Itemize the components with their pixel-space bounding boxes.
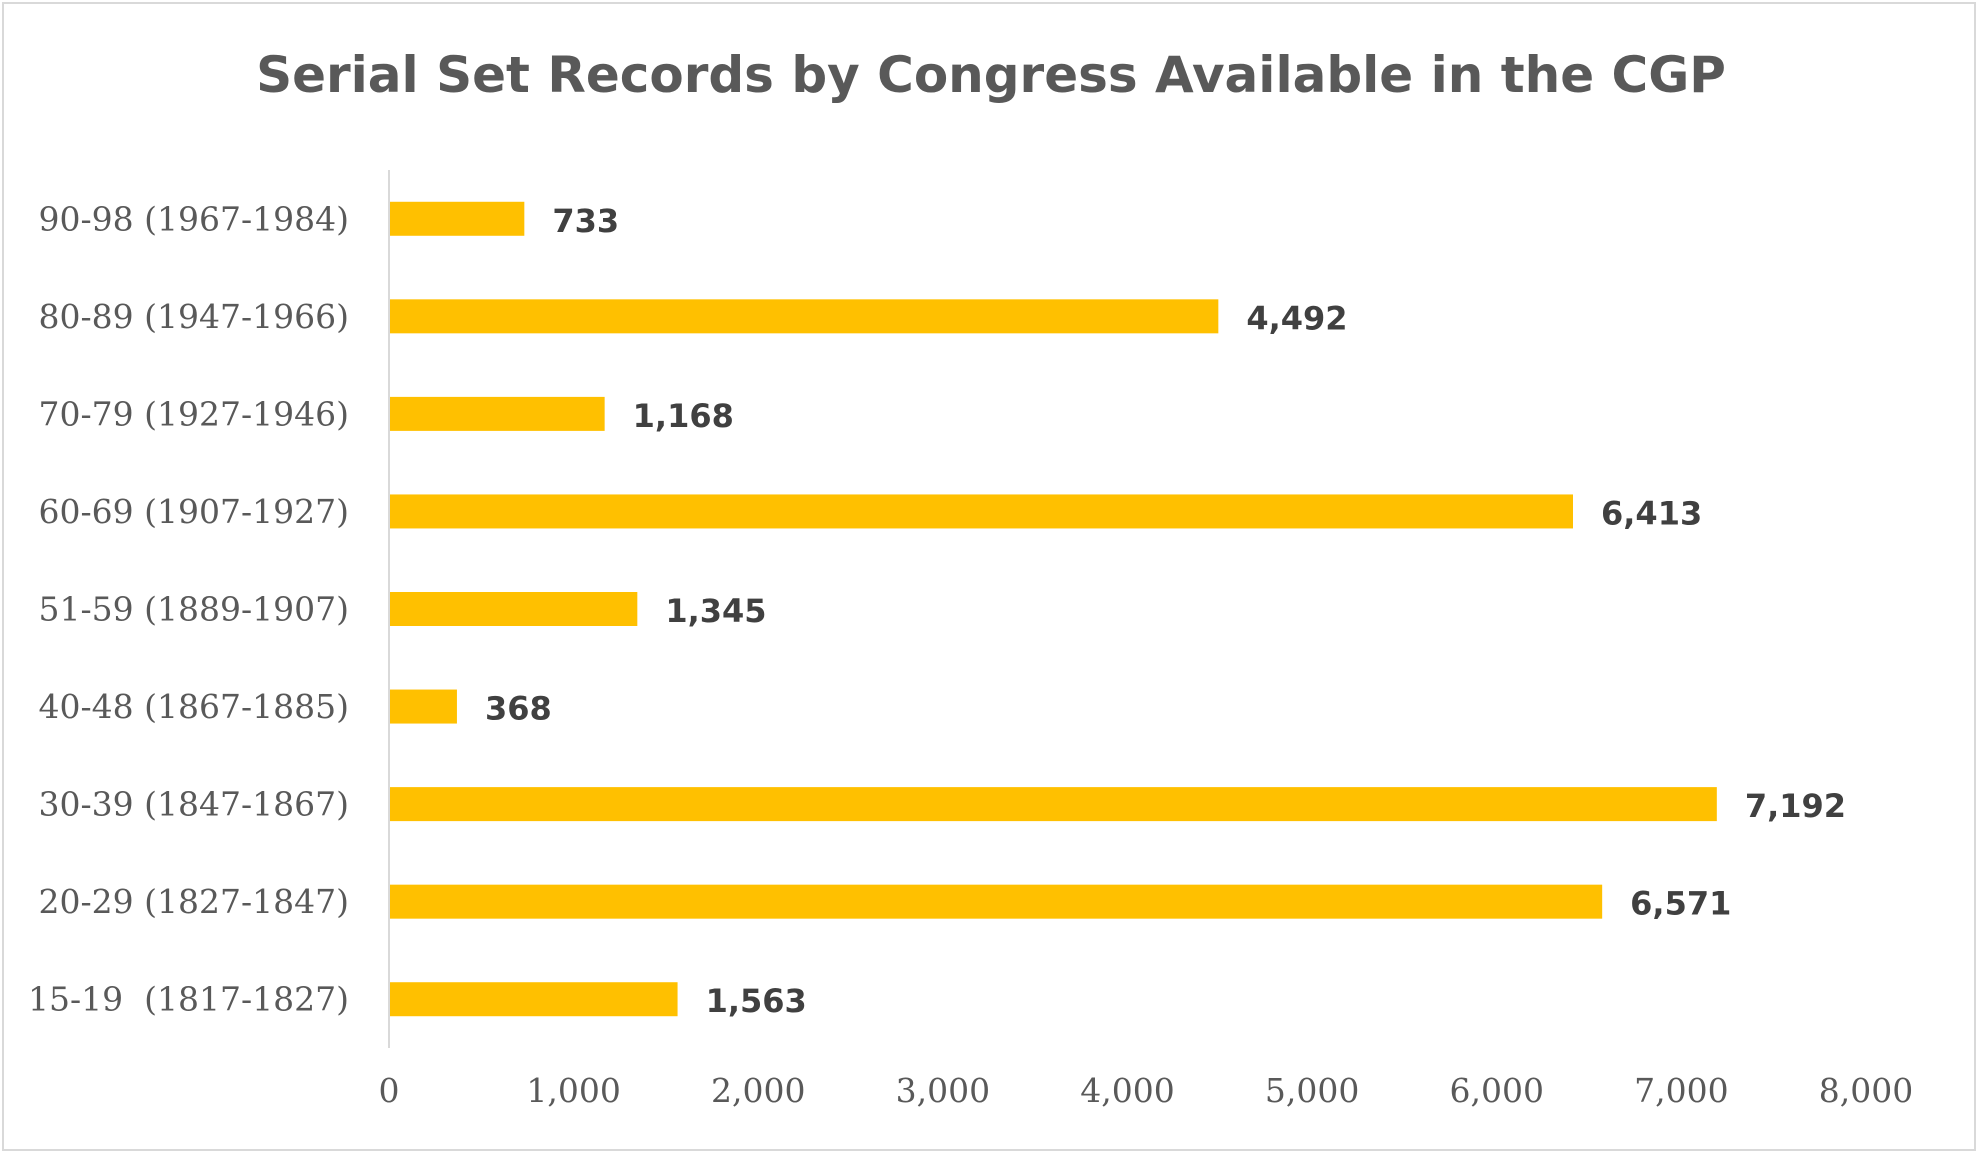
category-label: 20-29 (1827-1847) xyxy=(39,882,350,921)
data-label: 1,168 xyxy=(633,397,734,435)
x-tick-label: 3,000 xyxy=(896,1071,990,1110)
category-label: 40-48 (1867-1885) xyxy=(39,687,350,726)
x-tick-labels: 0 1,000 2,000 3,000 4,000 5,000 6,000 7,000 8,00… xyxy=(379,1071,1914,1110)
bar xyxy=(389,787,1717,822)
x-tick-label: 2,000 xyxy=(711,1071,805,1110)
x-tick-label: 7,000 xyxy=(1634,1071,1728,1110)
category-label: 70-79 (1927-1946) xyxy=(39,394,350,433)
category-labels: 15-19 (1817-1827) 20-29 (1827-1847) 30-39 … xyxy=(28,199,349,1018)
category-label: 60-69 (1907-1927) xyxy=(39,492,350,531)
category-label: 90-98 (1967-1984) xyxy=(39,199,350,238)
category-label: 30-39 (1847-1867) xyxy=(39,785,350,824)
data-label: 4,492 xyxy=(1246,299,1347,337)
bar xyxy=(389,201,525,236)
data-label: 733 xyxy=(552,202,619,240)
x-tick-label: 6,000 xyxy=(1450,1071,1544,1110)
x-tick-label: 5,000 xyxy=(1265,1071,1359,1110)
bar xyxy=(389,299,1219,334)
x-tick-label: 8,000 xyxy=(1819,1071,1913,1110)
chart-title: Serial Set Records by Congress Available… xyxy=(256,46,1726,104)
x-tick-label: 1,000 xyxy=(526,1071,620,1110)
x-tick-label: 4,000 xyxy=(1080,1071,1174,1110)
bars-layer xyxy=(389,201,1717,1017)
category-label: 51-59 (1889-1907) xyxy=(39,590,350,629)
bar xyxy=(389,982,678,1017)
bar xyxy=(389,396,605,431)
data-label: 1,345 xyxy=(665,592,766,630)
data-label: 1,563 xyxy=(706,982,807,1020)
bar xyxy=(389,884,1603,919)
bar xyxy=(389,592,638,626)
category-label: 15-19 (1817-1827) xyxy=(28,980,349,1019)
data-label: 7,192 xyxy=(1745,787,1846,825)
bar xyxy=(389,689,457,724)
data-label: 6,571 xyxy=(1630,885,1731,923)
data-label: 368 xyxy=(485,690,552,728)
data-label: 6,413 xyxy=(1601,494,1702,532)
data-labels: 1,563 6,571 7,192 368 1,345 6,413 1,168 4,492 73… xyxy=(485,202,1846,1020)
bar xyxy=(389,494,1574,529)
x-tick-label: 0 xyxy=(379,1071,400,1110)
category-label: 80-89 (1947-1966) xyxy=(39,297,350,336)
